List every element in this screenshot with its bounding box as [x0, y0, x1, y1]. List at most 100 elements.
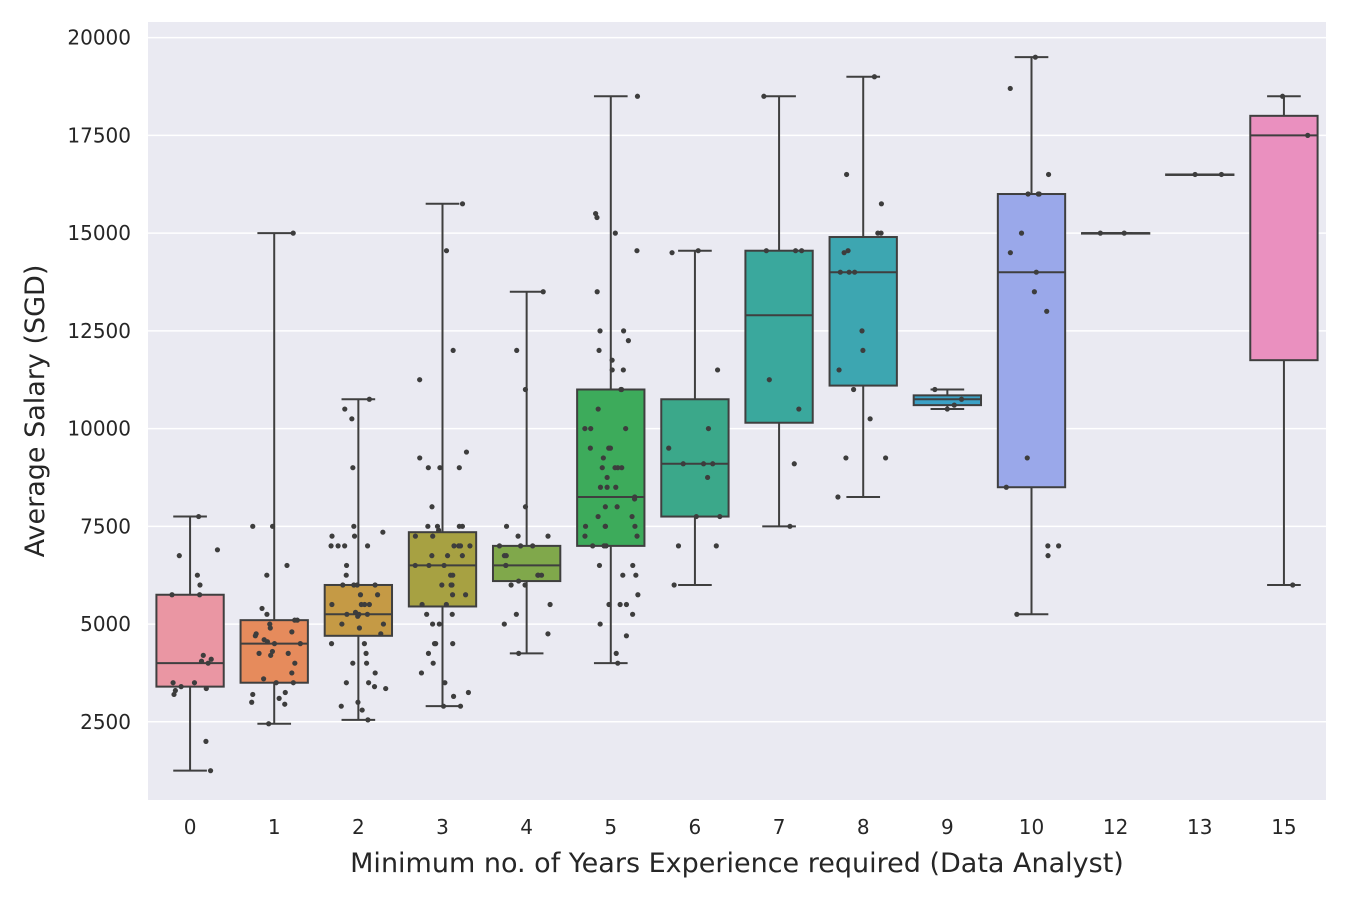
data-point: [596, 562, 603, 569]
data-point: [845, 248, 851, 254]
y-tick-label: 5000: [80, 612, 131, 636]
y-tick-label: 12500: [67, 319, 131, 343]
data-point: [516, 650, 522, 656]
data-point: [597, 484, 604, 490]
data-point: [620, 367, 626, 373]
data-point: [496, 543, 503, 549]
data-point: [449, 611, 455, 617]
data-point: [425, 465, 431, 471]
data-point: [329, 601, 335, 608]
data-point: [364, 543, 371, 549]
data-point: [1045, 171, 1052, 178]
data-point: [835, 494, 841, 500]
data-point: [264, 572, 270, 578]
data-point: [264, 639, 271, 645]
data-point: [289, 629, 295, 635]
data-point: [1014, 611, 1020, 617]
data-point: [363, 660, 370, 666]
data-point: [359, 707, 365, 713]
data-point: [799, 248, 805, 254]
data-point: [194, 572, 200, 578]
data-point: [467, 543, 473, 549]
box-12: [1080, 232, 1151, 235]
data-point: [443, 601, 449, 608]
data-point: [343, 680, 349, 686]
data-point: [205, 660, 211, 666]
data-point: [252, 633, 258, 639]
data-point: [609, 357, 615, 363]
data-point: [545, 533, 551, 539]
box-rect: [1249, 114, 1319, 362]
data-point: [169, 592, 175, 598]
data-point: [463, 449, 470, 455]
data-point: [417, 455, 423, 461]
data-point: [606, 445, 612, 451]
data-point: [418, 670, 425, 676]
data-point: [358, 601, 364, 608]
data-point: [837, 269, 843, 275]
data-point: [441, 562, 447, 569]
data-point: [841, 250, 847, 256]
data-point: [503, 562, 509, 569]
data-point: [602, 504, 608, 510]
y-tick-labels: 2500 5000 7500 10000 12500 15000 17500 20000: [67, 26, 131, 734]
data-point: [1279, 93, 1286, 99]
data-point: [503, 553, 509, 559]
data-point: [450, 693, 457, 699]
data-point: [450, 641, 456, 647]
data-point: [693, 513, 699, 520]
data-point: [582, 425, 588, 432]
data-point: [351, 533, 358, 539]
box-10: [996, 56, 1067, 616]
data-point: [329, 533, 335, 539]
data-point: [176, 553, 182, 559]
data-point: [178, 684, 184, 690]
data-point: [705, 425, 712, 432]
data-point: [451, 543, 457, 549]
data-point: [200, 652, 206, 658]
data-point: [380, 529, 386, 535]
x-tick-label: 2: [352, 815, 365, 839]
data-point: [501, 621, 507, 627]
y-tick-label: 10000: [67, 417, 131, 441]
data-point: [214, 547, 221, 553]
data-point: [796, 406, 802, 412]
data-point: [602, 523, 608, 529]
data-point: [1025, 191, 1031, 197]
x-tick-label: 9: [941, 815, 954, 839]
data-point: [620, 328, 627, 334]
box-4: [491, 290, 562, 655]
data-point: [530, 543, 536, 549]
box-rect: [828, 236, 898, 387]
data-point: [264, 611, 270, 617]
data-point: [361, 641, 368, 647]
data-point: [430, 660, 436, 666]
box-rect: [155, 593, 225, 688]
data-point: [617, 601, 623, 608]
data-point: [434, 523, 441, 529]
data-point: [871, 74, 878, 80]
x-tick-label: 3: [436, 815, 449, 839]
data-point: [429, 553, 435, 559]
data-point: [440, 703, 447, 709]
data-point: [328, 641, 335, 647]
data-point: [629, 513, 635, 520]
data-point: [878, 201, 885, 207]
data-point: [514, 347, 520, 354]
data-point: [875, 230, 881, 236]
data-point: [282, 701, 288, 707]
data-point: [171, 691, 177, 698]
box-rect: [996, 193, 1067, 489]
data-point: [436, 621, 442, 627]
data-point: [456, 523, 462, 529]
data-point: [1044, 308, 1050, 314]
data-point: [680, 461, 686, 467]
data-point: [343, 562, 350, 569]
data-point: [619, 465, 625, 471]
data-point: [599, 465, 605, 471]
data-point: [372, 670, 378, 676]
data-point: [590, 543, 596, 549]
data-point: [597, 621, 603, 627]
data-point: [595, 406, 601, 412]
